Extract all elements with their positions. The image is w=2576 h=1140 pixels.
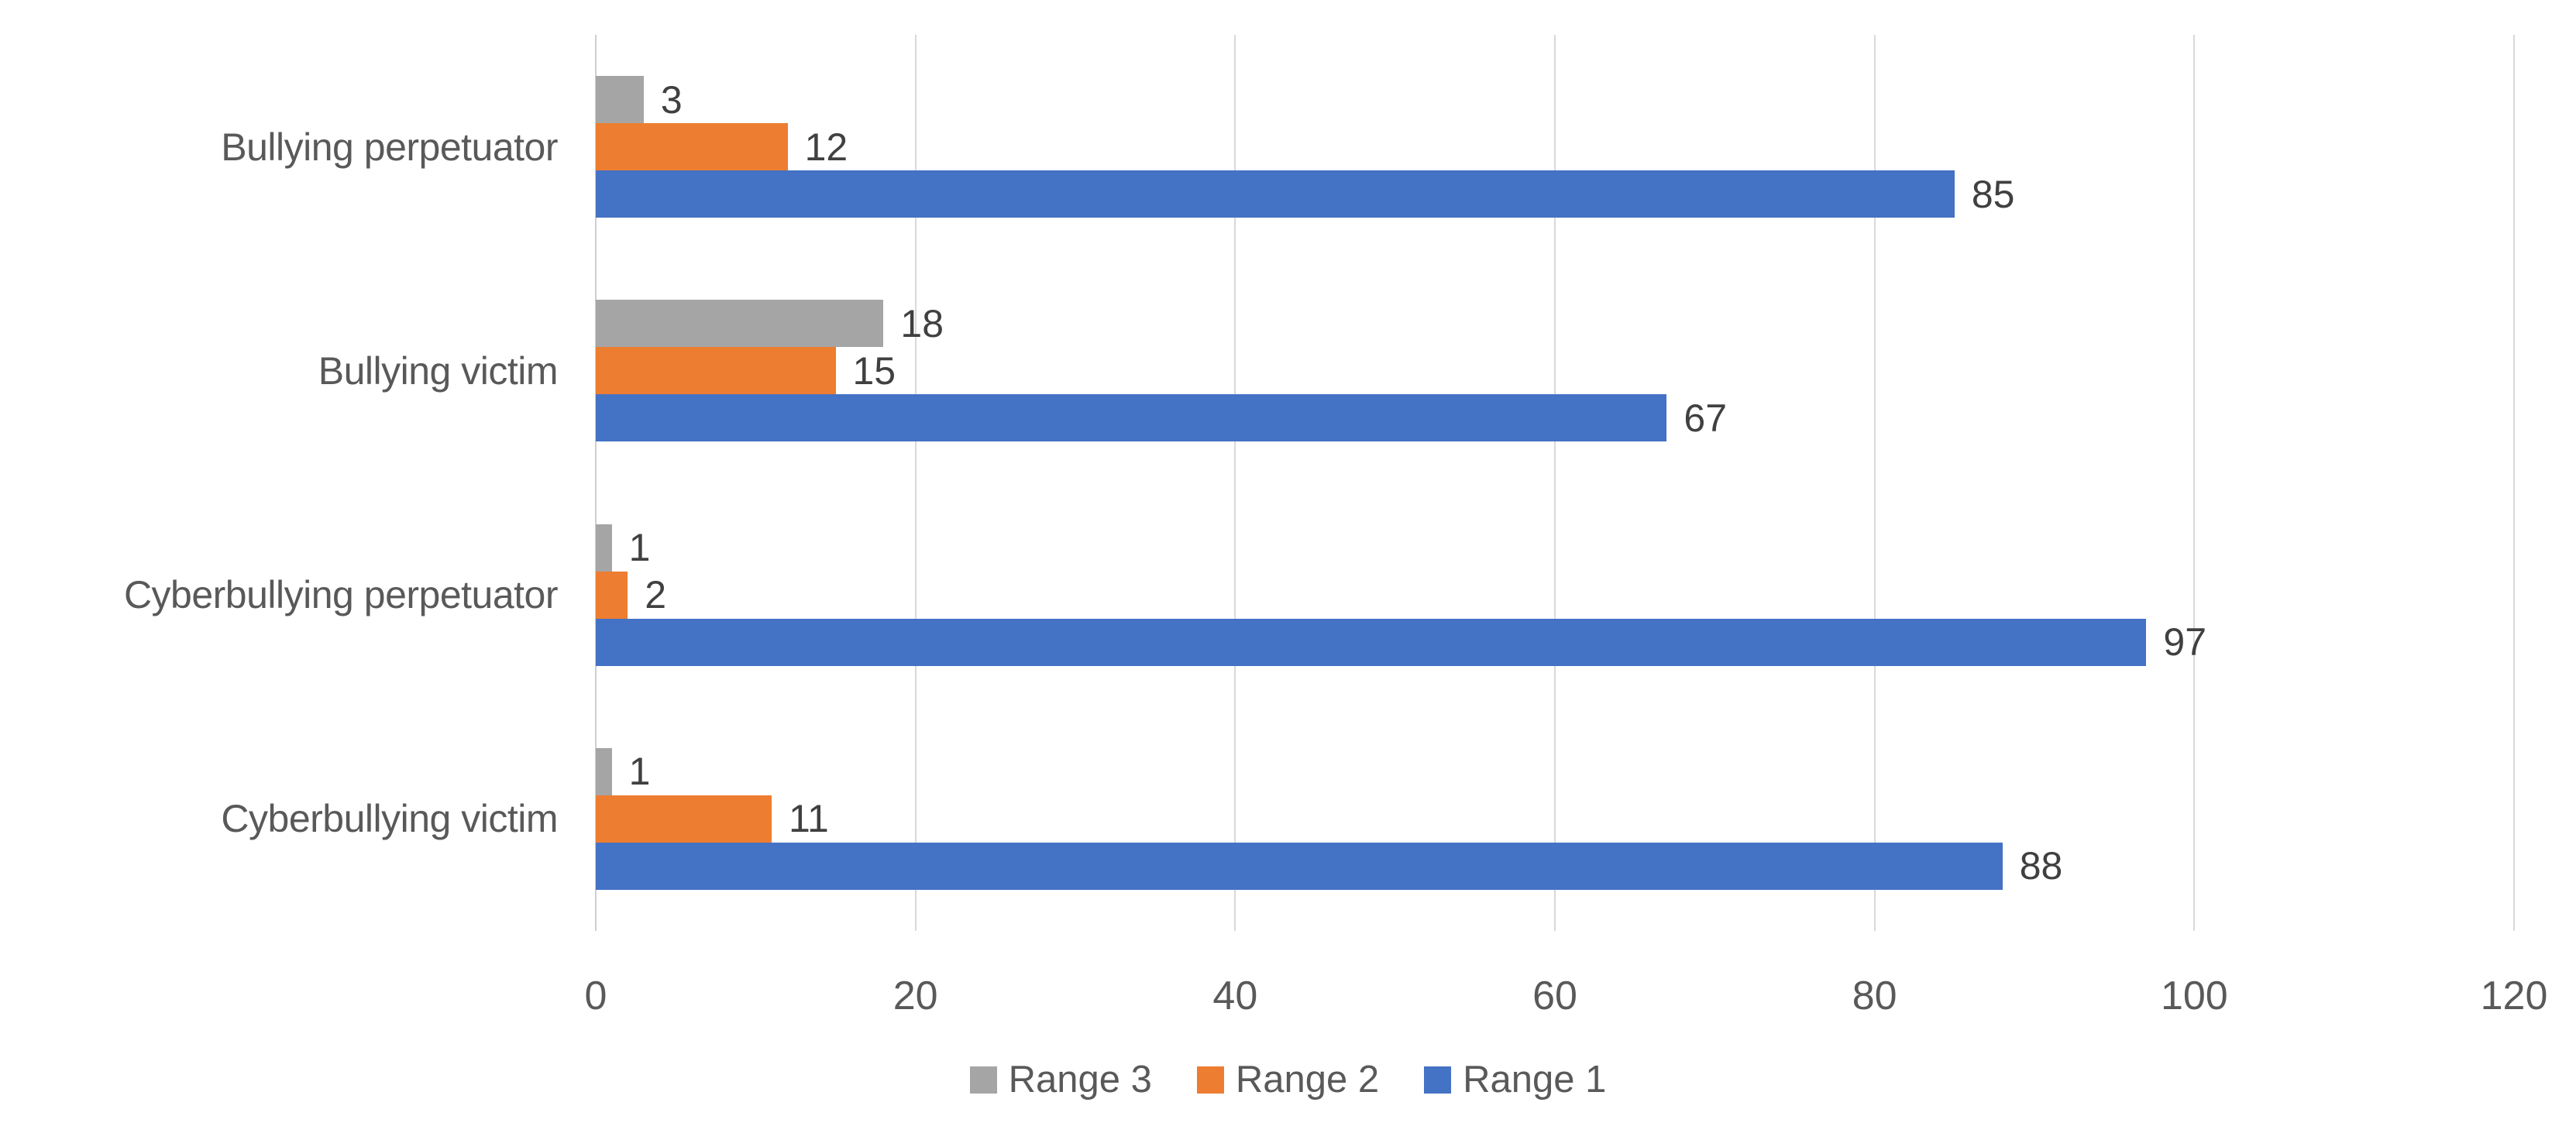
bar-range-3	[596, 300, 884, 348]
data-label: 67	[1684, 396, 1728, 440]
data-label: 1	[628, 526, 651, 570]
gridline	[1873, 35, 1876, 931]
legend-label: Range 3	[1008, 1059, 1152, 1101]
bar-range-3	[596, 524, 612, 572]
data-label: 15	[852, 349, 896, 393]
legend-item-range-1: Range 1	[1424, 1058, 1606, 1101]
category-label: Cyberbullying victim	[221, 797, 558, 841]
legend: Range 3 Range 2 Range 1	[0, 1058, 2576, 1101]
data-label: 3	[660, 77, 683, 122]
category-label: Cyberbullying perpetuator	[123, 573, 559, 617]
bar-range-2	[596, 571, 628, 619]
bar-range-2	[596, 347, 836, 395]
data-label: 18	[900, 301, 944, 345]
gridline	[2193, 35, 2196, 931]
legend-item-range-2: Range 2	[1196, 1058, 1380, 1101]
x-axis-tick-label: 120	[2480, 973, 2548, 1018]
category-label: Bullying victim	[318, 349, 559, 393]
bar-range-2	[596, 795, 772, 843]
data-label: 2	[645, 573, 667, 617]
category-label: Bullying perpetuator	[221, 125, 558, 169]
legend-marker-icon	[969, 1066, 997, 1094]
legend-label: Range 1	[1463, 1059, 1607, 1101]
bar-range-3	[596, 76, 644, 124]
gridline	[1554, 35, 1556, 931]
legend-label: Range 2	[1235, 1059, 1380, 1101]
data-label: 88	[2019, 844, 2063, 888]
data-label: 85	[1971, 172, 2015, 216]
legend-item-range-3: Range 3	[969, 1058, 1152, 1101]
data-label: 1	[628, 750, 651, 794]
gridline	[2513, 35, 2515, 931]
data-label: 97	[2163, 620, 2207, 664]
gridline	[914, 35, 917, 931]
x-axis-tick-label: 60	[1532, 973, 1577, 1018]
x-axis-tick-label: 100	[2160, 973, 2228, 1018]
x-axis-tick-label: 40	[1212, 973, 1258, 1018]
value-axis-line	[595, 35, 597, 931]
x-axis-tick-label: 0	[584, 973, 607, 1018]
bar-range-3	[596, 747, 612, 795]
bar-range-1	[596, 394, 1667, 442]
bar-range-1	[596, 170, 1955, 218]
bar-range-1	[596, 618, 2147, 666]
data-label: 12	[804, 125, 848, 169]
bar-range-1	[596, 842, 2003, 890]
x-axis-tick-label: 20	[892, 973, 938, 1018]
x-axis-tick-label: 80	[1852, 973, 1897, 1018]
legend-marker-icon	[1196, 1066, 1224, 1094]
data-label: 11	[788, 797, 829, 841]
legend-marker-icon	[1424, 1066, 1452, 1094]
bar-range-2	[596, 123, 788, 171]
gridline	[1234, 35, 1236, 931]
